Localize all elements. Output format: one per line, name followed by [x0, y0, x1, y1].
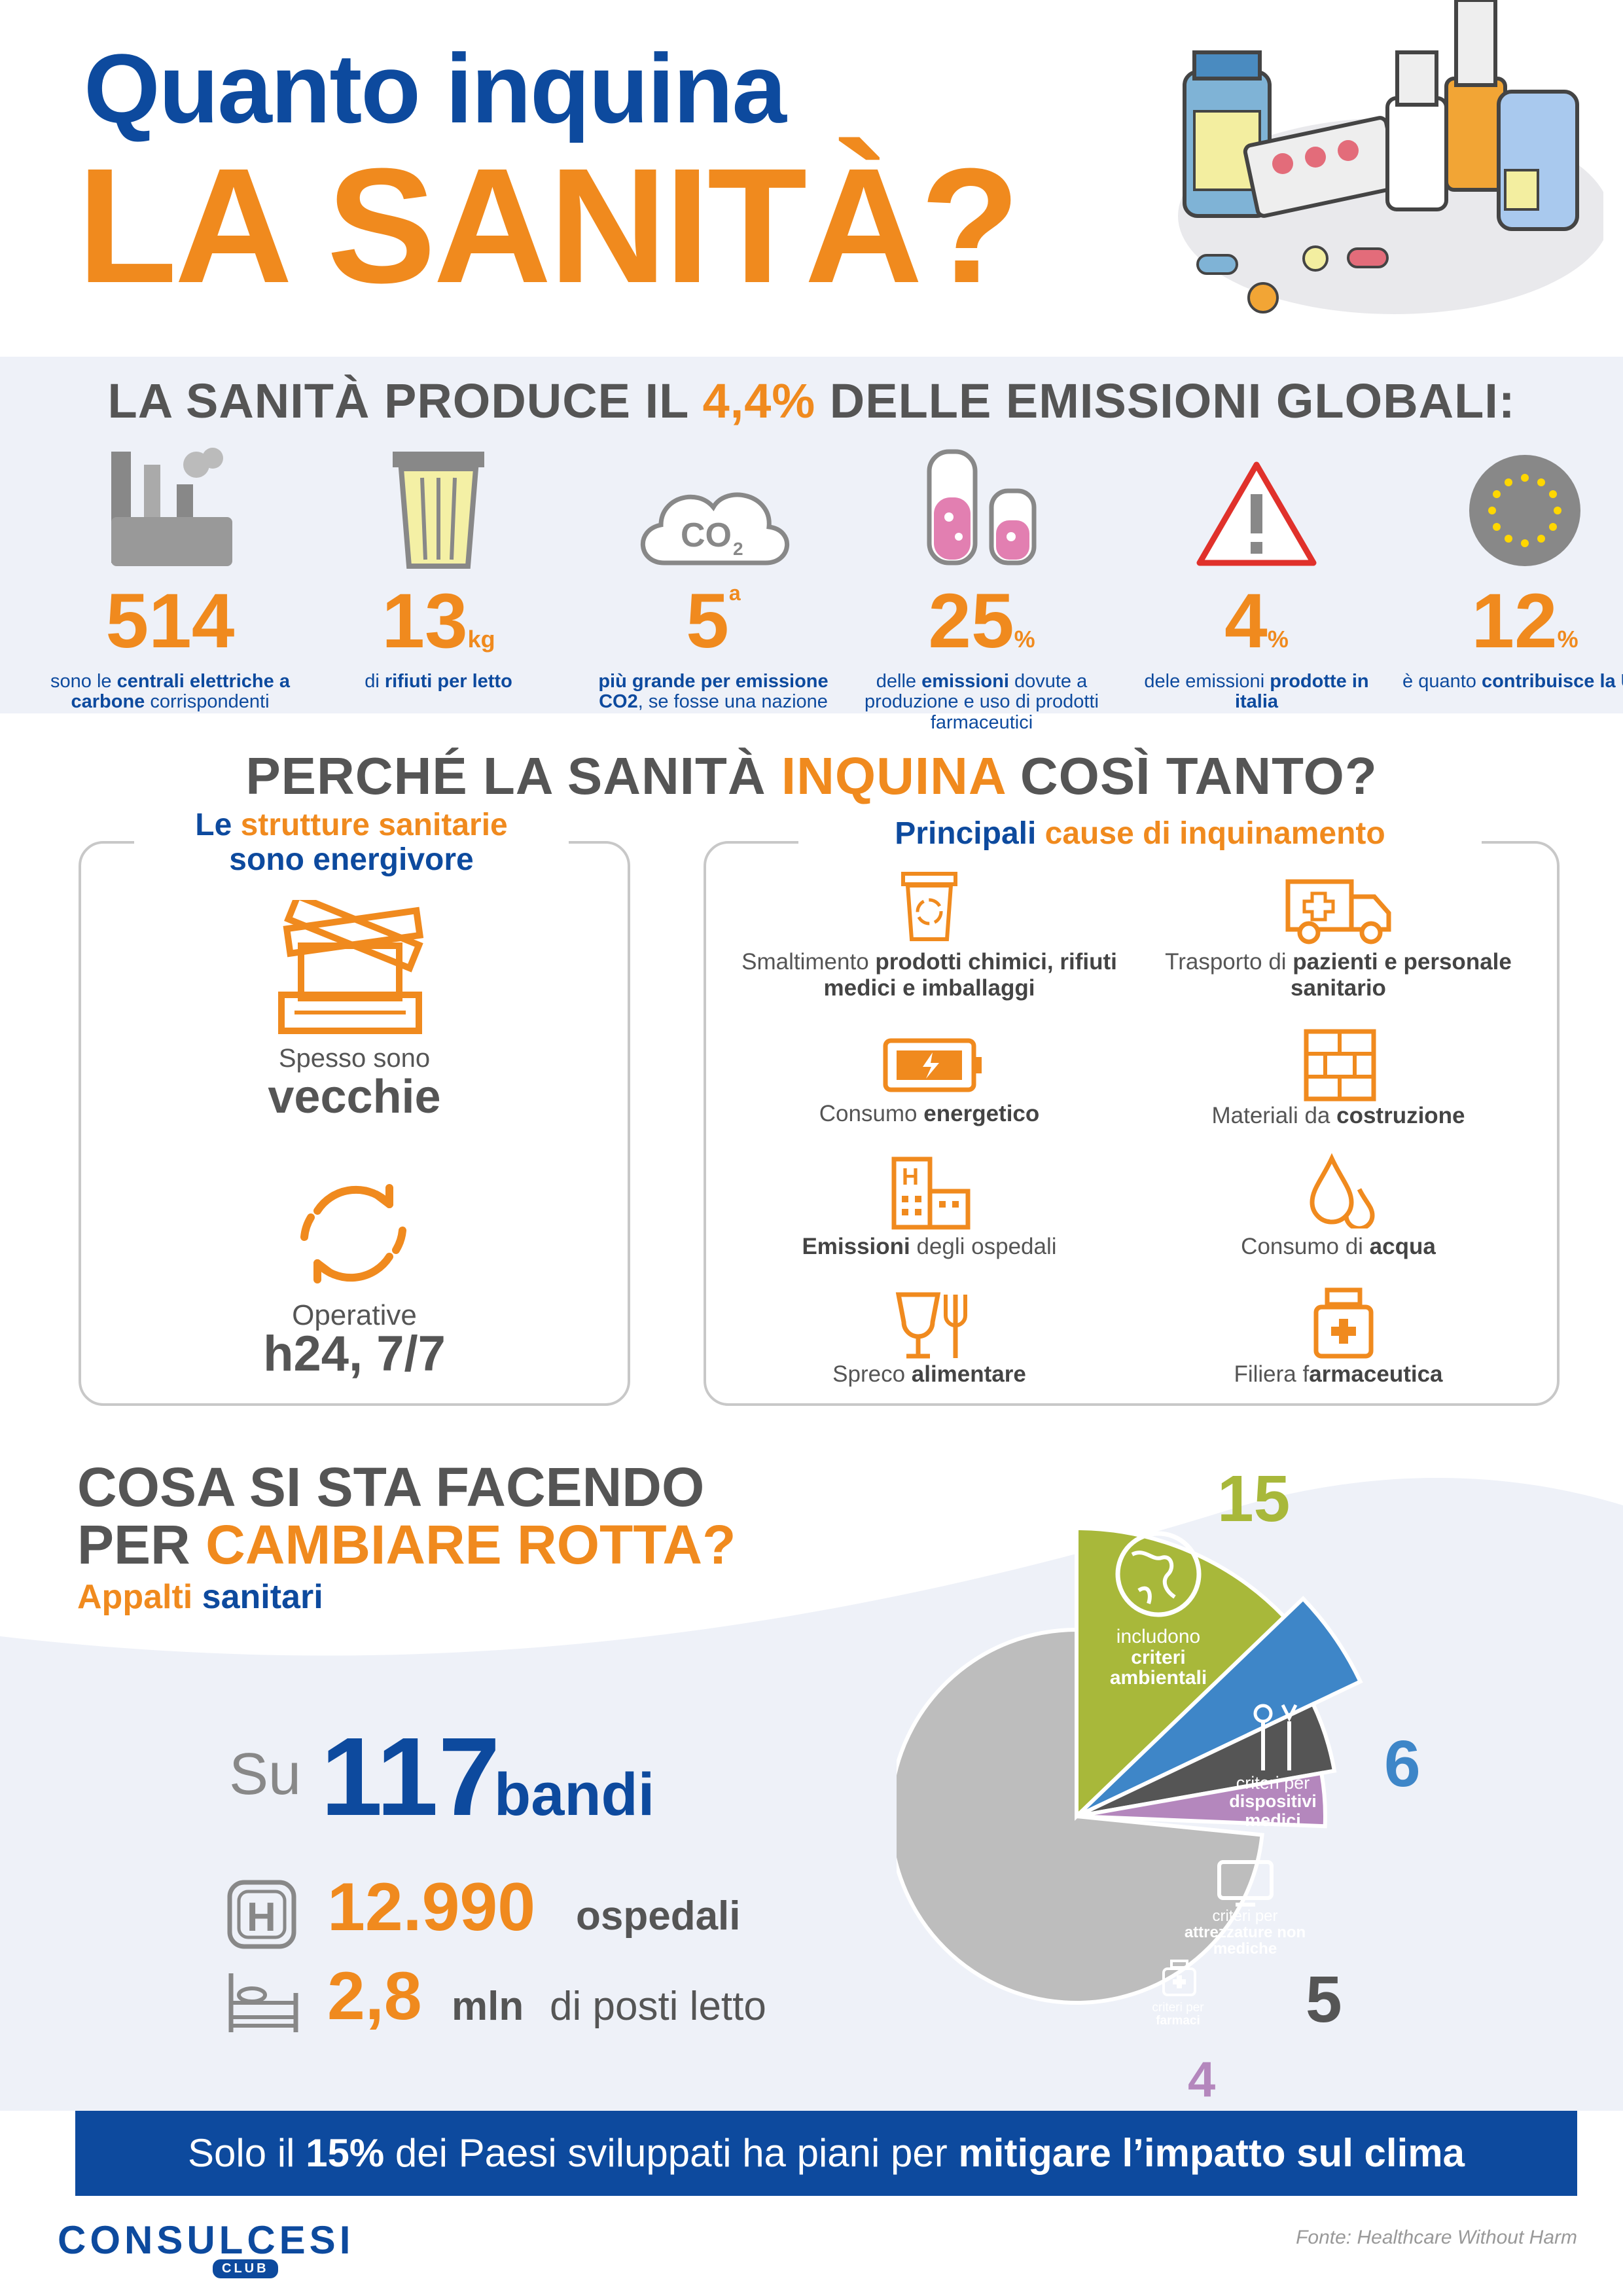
old-building-icon: [278, 900, 424, 1034]
pie-label-environmental: includono criteri ambientali: [1109, 1626, 1207, 1689]
cause-materials: Materiali da costruzione: [1211, 1103, 1465, 1128]
why-headline: PERCHÉ LA SANITÀ INQUINA COSÌ TANTO?: [245, 747, 1378, 805]
emissions-band: [0, 357, 1623, 713]
svg-text:2: 2: [733, 539, 743, 559]
svg-text:H: H: [902, 1163, 919, 1190]
water-drops-icon: [1310, 1153, 1375, 1229]
cause-disposal: Smaltimento prodotti chimici, rifiuti me…: [741, 949, 1117, 1001]
causes-box: [704, 841, 1560, 1406]
pie-value-equipment: 5: [1306, 1963, 1342, 2036]
cause-water: Consumo di acqua: [1241, 1234, 1436, 1259]
svg-text:H: H: [247, 1895, 276, 1940]
emissions-headline: LA SANITÀ PRODUCE IL 4,4% DELLE EMISSION…: [107, 374, 1516, 428]
pie-slice-devices: [1075, 1596, 1363, 1818]
action-headline-2: PER CAMBIARE ROTTA?: [77, 1514, 736, 1575]
cause-transport: Trasporto di pazienti e personale sanita…: [1165, 949, 1512, 1001]
source-note: Fonte: Healthcare Without Harm: [1296, 2227, 1577, 2248]
bricks-icon: [1304, 1029, 1376, 1102]
action-subtitle: Appalti sanitari: [77, 1578, 323, 1616]
warning-icon: [1196, 461, 1317, 566]
stat-italy: 4% dele emissioni prodotte in italia: [1132, 439, 1381, 713]
cause-hospital-emissions: Emissioni degli ospedali: [802, 1234, 1057, 1259]
climate-banner: Solo il 15% dei Paesi sviluppati ha pian…: [75, 2111, 1577, 2196]
cause-food-waste: Spreco alimentare: [832, 1361, 1026, 1387]
pie-label-equipment: criteri per attrezzature non mediche: [1184, 1907, 1306, 1958]
beds-label: di posti letto: [550, 1984, 766, 2029]
hospital-bed-icon: [228, 1973, 298, 2032]
pill-bottle-small-icon: [1162, 1960, 1196, 1996]
causes-box-title: Principali cause di inquinamento: [798, 816, 1482, 852]
beds-unit: mln: [452, 1984, 524, 2029]
pie-value-drugs: 4: [1188, 2052, 1216, 2108]
pie-slice-drugs: [1076, 1770, 1327, 1829]
monitor-icon: [1217, 1860, 1274, 1907]
energy-box-title: Le strutture sanitarie sono energivore: [134, 808, 569, 878]
energy-structures-box: [79, 841, 630, 1406]
old-label-big: vecchie: [268, 1071, 441, 1123]
svg-text:CO: CO: [681, 516, 732, 554]
battery-icon: [883, 1038, 982, 1092]
trash-bin-icon: [393, 452, 484, 569]
hospitals-label: ospedali: [576, 1893, 741, 1939]
globe-leaf-icon: [1115, 1531, 1202, 1617]
cycle-arrows-icon: [300, 1184, 406, 1283]
stat-waste: 13kg di rifiuti per letto: [314, 439, 563, 692]
action-headline-1: COSA SI STA FACENDO: [77, 1456, 705, 1518]
consulcesi-logo: CONSULCESI: [58, 2218, 355, 2262]
cause-pharma-chain: Filiera farmaceutica: [1234, 1361, 1443, 1387]
pie-slice-remainder: [897, 1627, 1264, 2005]
glass-fork-icon: [895, 1292, 967, 1359]
lab-beakers-icon: [927, 449, 1037, 565]
stat-pharma: 25% delle emissioni dovute a produzione …: [857, 439, 1106, 733]
medicine-bottle-icon: [1313, 1287, 1374, 1359]
tenders-count: 117: [321, 1715, 501, 1839]
pie-label-devices: criteri per dispositivi medici: [1229, 1773, 1317, 1830]
operative-label-small: Operative: [292, 1299, 417, 1331]
stat-power-plants: 514 sono le centrali elettriche a carbon…: [46, 439, 294, 713]
cause-energy: Consumo energetico: [819, 1101, 1040, 1126]
title-line-1: Quanto inquina: [84, 33, 787, 143]
stat-eu: 12% è quanto contribuisce la UE: [1400, 439, 1623, 692]
old-label-small: Spesso sono: [278, 1044, 431, 1073]
pie-label-drugs: criteri per farmaci: [1152, 2001, 1204, 2028]
pills-bottles-icon: [1178, 0, 1603, 314]
pie-value-environmental: 15: [1217, 1462, 1291, 1535]
power-plant-icon: [111, 448, 232, 566]
pie-slice-equipment: [1075, 1701, 1337, 1818]
tenders-prefix: Su: [229, 1742, 302, 1807]
hospital-sign-icon: H: [227, 1880, 296, 1949]
beds-count: 2,8: [327, 1958, 422, 2034]
hospitals-count: 12.990: [327, 1869, 536, 1945]
stat-co2-rank: CO 2 5a più grande per emissione CO2, se …: [589, 439, 838, 713]
hospital-building-icon: H: [891, 1157, 971, 1230]
operative-label-big: h24, 7/7: [263, 1326, 446, 1382]
medical-tools-icon: [1253, 1704, 1298, 1770]
title-line-2: LA SANITÀ?: [77, 134, 1020, 317]
co2-cloud-icon: CO 2: [641, 492, 789, 565]
tenders-label: bandi: [494, 1761, 655, 1828]
eu-flag-icon: [1469, 455, 1580, 566]
recycle-bin-icon: [901, 872, 957, 941]
club-badge: CLUB: [213, 2259, 278, 2278]
ambulance-icon: [1285, 879, 1391, 944]
pie-value-devices: 6: [1384, 1727, 1421, 1801]
